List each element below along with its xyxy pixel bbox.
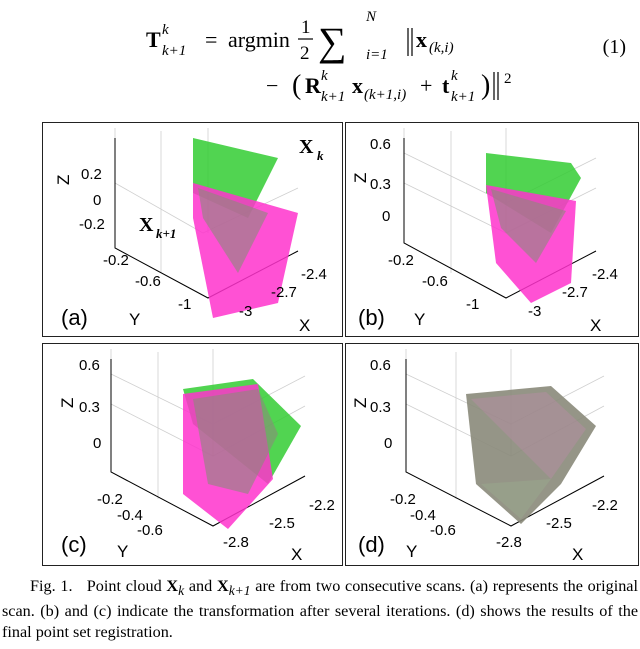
caption-x2-sub: k+1 bbox=[228, 583, 251, 599]
caption-text-2: are from two consecutive scans. (a) repr… bbox=[2, 577, 638, 642]
panel-d-z-tick-2: 0.3 bbox=[370, 399, 391, 416]
eq-half-den: 2 bbox=[300, 43, 310, 64]
panel-a-y-tick-1: -0.2 bbox=[103, 252, 129, 269]
eq-paren-open: ( bbox=[292, 70, 301, 101]
panel-d-y-tick-1: -0.2 bbox=[390, 491, 416, 508]
eq-half-num: 1 bbox=[301, 17, 311, 38]
eq-x-k1-i-sub: (k+1,i) bbox=[364, 87, 406, 103]
panel-b-label: (b) bbox=[358, 305, 385, 330]
eq-T: T bbox=[146, 27, 161, 52]
panel-a-y-tick-2: -0.6 bbox=[135, 273, 161, 290]
equation-number: (1) bbox=[602, 36, 626, 58]
panel-c-y-tick-1: -0.2 bbox=[97, 491, 123, 508]
panel-b-y-label: Y bbox=[414, 310, 425, 329]
caption-x2: X bbox=[216, 577, 229, 595]
figure-panel-c: 0.6 0.3 0 Z -0.2 -0.4 -0.6 Y -2.8 -2.5 -… bbox=[42, 343, 343, 566]
panel-b-x-tick-3: -2.4 bbox=[592, 266, 618, 283]
eq-plus: + bbox=[420, 73, 432, 98]
eq-t-sub: k+1 bbox=[451, 89, 475, 105]
eq-sum-sub: i=1 bbox=[366, 47, 388, 63]
caption-x1-sub: k bbox=[178, 583, 185, 599]
panel-d-z-label: Z bbox=[351, 398, 370, 408]
panel-c-y-tick-3: -0.6 bbox=[137, 522, 163, 539]
panel-d-label: (d) bbox=[358, 532, 385, 557]
eq-equals: = bbox=[205, 27, 217, 52]
panel-d-x-label: X bbox=[572, 545, 583, 564]
panel-d-x-tick-3: -2.2 bbox=[592, 497, 618, 514]
figure-caption: Fig. 1. Point cloud Xk and Xk+1 are from… bbox=[2, 576, 638, 643]
panel-c-x-tick-1: -2.8 bbox=[223, 534, 249, 551]
panel-b-y-tick-3: -1 bbox=[466, 296, 479, 313]
panel-a-xk-sub: k bbox=[317, 148, 324, 163]
panel-b-x-tick-1: -3 bbox=[528, 303, 541, 320]
panel-a-y-tick-3: -1 bbox=[178, 296, 191, 313]
panel-c-z-tick-2: 0.3 bbox=[79, 399, 100, 416]
eq-t: t bbox=[442, 73, 450, 98]
panel-a-z-tick-2: 0 bbox=[93, 192, 101, 209]
panel-d-z-tick-1: 0.6 bbox=[370, 357, 391, 374]
panel-a-xk1-sub: k+1 bbox=[156, 226, 176, 241]
figure-panel-b: 0.6 0.3 0 Z -0.2 -0.6 -1 Y -3 -2.7 -2.4 … bbox=[345, 122, 639, 337]
panel-a-x-tick-3: -2.4 bbox=[301, 266, 327, 283]
equation-1: T k k+1 = argmin 1 2 ∑ N i=1 x (k,i) − (… bbox=[146, 9, 512, 105]
panel-a-xk1-label: X bbox=[139, 214, 154, 236]
panel-d-y-tick-3: -0.6 bbox=[430, 522, 456, 539]
panel-b-x-tick-2: -2.7 bbox=[562, 284, 588, 301]
panel-a-x-tick-2: -2.7 bbox=[271, 284, 297, 301]
panel-b-y-tick-1: -0.2 bbox=[388, 252, 414, 269]
panel-a-x-tick-1: -3 bbox=[239, 303, 252, 320]
panel-c-z-tick-3: 0 bbox=[93, 435, 101, 452]
panel-c-x-tick-2: -2.5 bbox=[269, 515, 295, 532]
eq-paren-close: ) bbox=[481, 70, 490, 101]
eq-minus: − bbox=[266, 73, 278, 98]
panel-a-x-label: X bbox=[299, 316, 310, 335]
panel-c-x-tick-3: -2.2 bbox=[309, 497, 335, 514]
panel-b-z-tick-2: 0.3 bbox=[370, 176, 391, 193]
eq-R: R bbox=[305, 73, 322, 98]
panel-a-z-tick-3: -0.2 bbox=[79, 216, 105, 233]
eq-R-sup: k bbox=[321, 68, 328, 84]
caption-and: and bbox=[184, 577, 217, 595]
eq-t-sup: k bbox=[451, 68, 458, 84]
panel-a-z-tick-1: 0.2 bbox=[81, 166, 102, 183]
caption-fig-label: Fig. 1. bbox=[30, 577, 73, 595]
eq-sum-sign: ∑ bbox=[318, 19, 347, 64]
panel-b-z-tick-1: 0.6 bbox=[370, 136, 391, 153]
eq-R-sub: k+1 bbox=[321, 89, 345, 105]
caption-x1: X bbox=[166, 577, 179, 595]
panel-d-x-tick-1: -2.8 bbox=[496, 534, 522, 551]
panel-d-y-tick-2: -0.4 bbox=[410, 507, 436, 524]
caption-text-1: Point cloud bbox=[86, 577, 167, 595]
panel-b-z-tick-3: 0 bbox=[382, 208, 390, 225]
eq-T-sub: k+1 bbox=[162, 43, 186, 59]
panel-b-y-tick-2: -0.6 bbox=[422, 273, 448, 290]
eq-x-k-i: x bbox=[416, 27, 427, 52]
panel-a-xk-label: X bbox=[299, 136, 314, 158]
panel-d-z-tick-3: 0 bbox=[384, 435, 392, 452]
panel-d-y-label: Y bbox=[406, 542, 417, 561]
figure-panel-d: 0.6 0.3 0 Z -0.2 -0.4 -0.6 Y -2.8 -2.5 -… bbox=[345, 343, 639, 566]
panel-b-z-label: Z bbox=[351, 173, 370, 183]
eq-argmin: argmin bbox=[228, 27, 290, 52]
panel-c-z-tick-1: 0.6 bbox=[79, 357, 100, 374]
eq-sum-sup: N bbox=[365, 9, 377, 25]
panel-a-y-label: Y bbox=[129, 310, 140, 329]
eq-T-sup: k bbox=[162, 22, 169, 38]
panel-b-x-label: X bbox=[590, 316, 601, 335]
eq-x-k-i-sub: (k,i) bbox=[429, 40, 454, 56]
figure-panel-a: 0.2 0 -0.2 Z -0.2 -0.6 -1 Y -3 -2.7 -2.4… bbox=[42, 122, 343, 337]
eq-power: 2 bbox=[504, 71, 512, 87]
panel-c-y-label: Y bbox=[117, 542, 128, 561]
panel-c-label: (c) bbox=[61, 532, 87, 557]
panel-d-x-tick-2: -2.5 bbox=[546, 515, 572, 532]
panel-c-z-label: Z bbox=[58, 398, 77, 408]
panel-a-label: (a) bbox=[61, 305, 88, 330]
panel-a-z-label: Z bbox=[54, 175, 73, 185]
panel-c-y-tick-2: -0.4 bbox=[117, 507, 143, 524]
panel-c-x-label: X bbox=[291, 545, 302, 564]
eq-x-k1-i: x bbox=[352, 73, 363, 98]
